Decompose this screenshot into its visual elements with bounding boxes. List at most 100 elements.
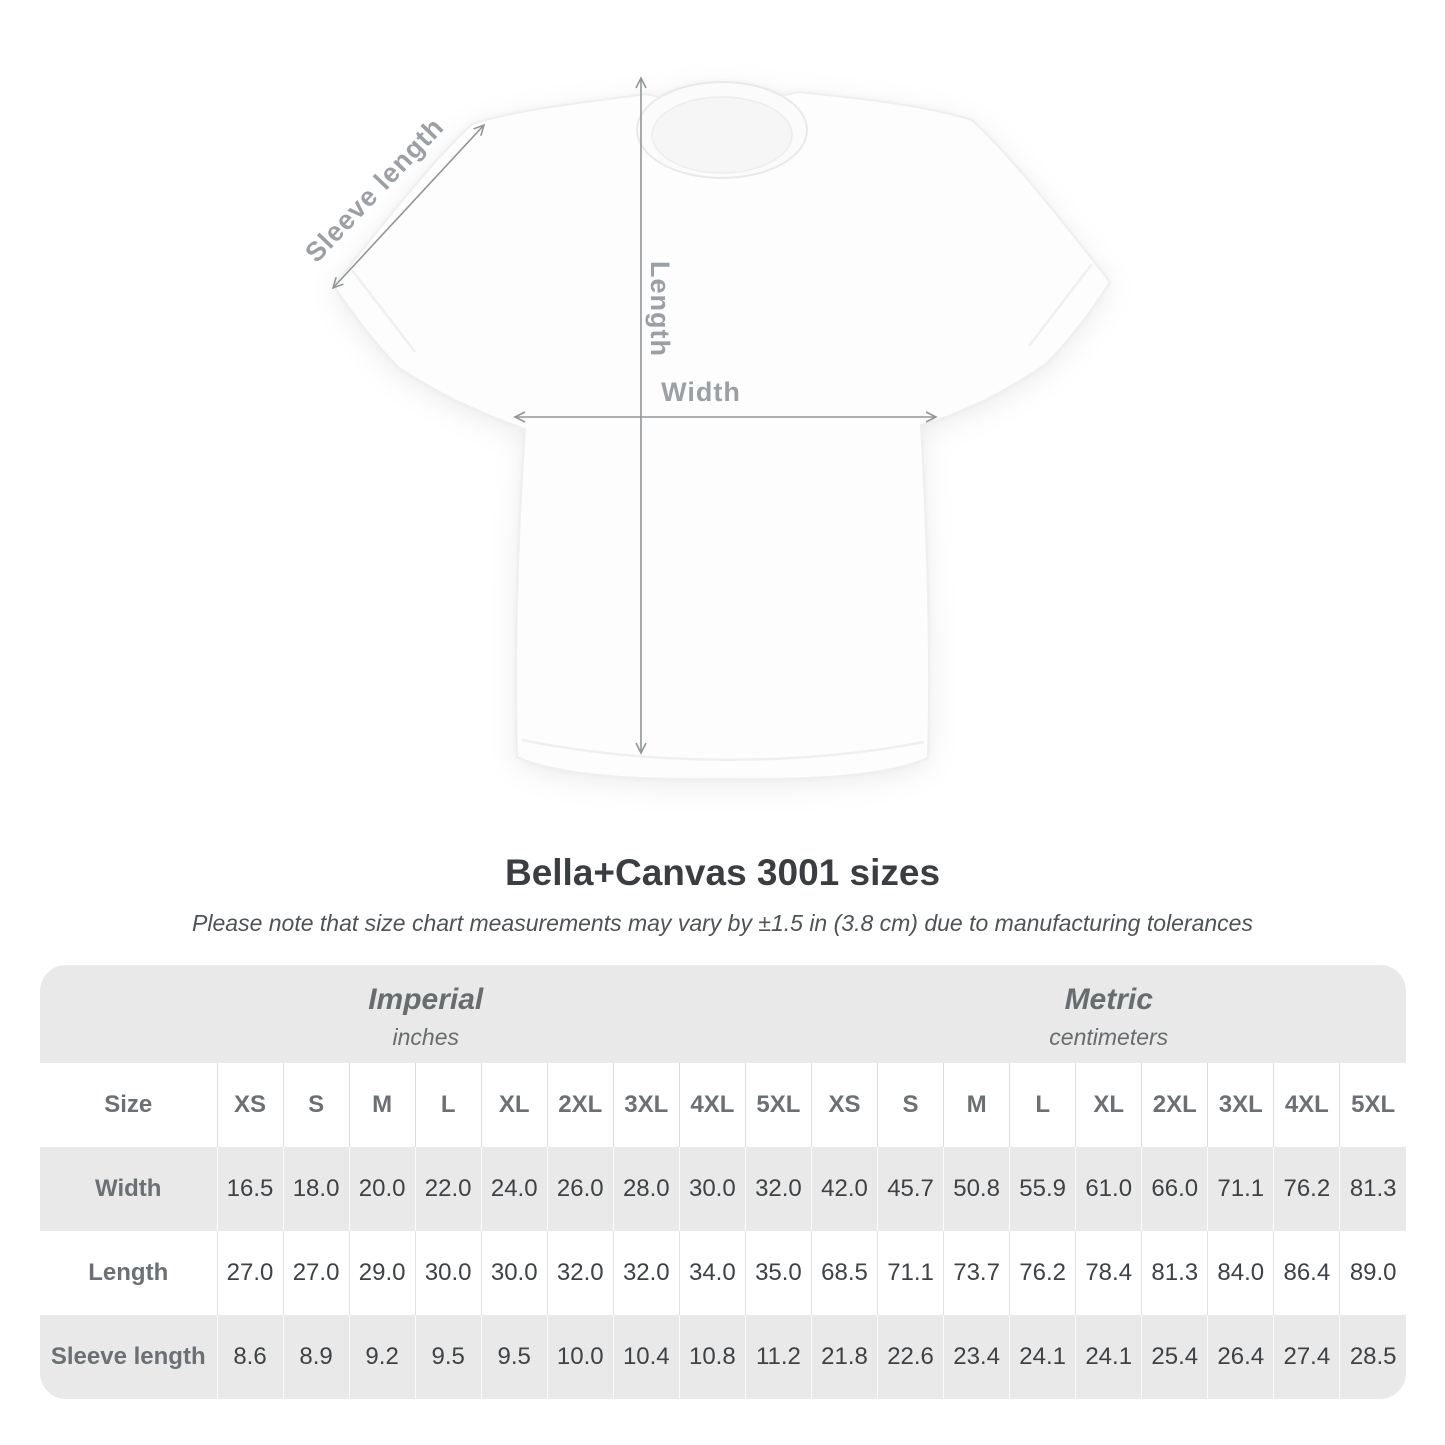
sleeve-length-metric-m: 23.4 [943,1315,1010,1399]
page-title: Bella+Canvas 3001 sizes [504,852,941,893]
length-metric-xl: 78.4 [1075,1231,1142,1315]
metric-size-header-xl: XL [1075,1063,1142,1147]
metric-size-header-l: L [1009,1063,1076,1147]
width-metric-xs: 42.0 [810,1147,878,1231]
tolerance-note: Please note that size chart measurements… [192,910,1253,936]
metric-size-header-xs: XS [810,1063,878,1147]
metric-group-title: Metric [1064,982,1153,1016]
width-metric-l: 55.9 [1009,1147,1076,1231]
tshirt-measurement-diagram: Width Length Sleeve length [299,76,1112,781]
measure-row-length: Length 27.0 27.0 29.0 30.0 30.0 32.0 32.0 34.0 35… [40,1231,1406,1315]
row-label-length: Length [40,1231,217,1315]
imperial-size-header-4xl: 4XL [678,1063,746,1147]
width-metric-5xl: 81.3 [1339,1147,1406,1231]
length-imperial-s: 27.0 [282,1231,350,1315]
width-label: Width [661,377,741,407]
width-imperial-l: 22.0 [414,1147,482,1231]
length-imperial-3xl: 32.0 [612,1231,680,1315]
sleeve-length-metric-l: 24.1 [1009,1315,1076,1399]
width-metric-2xl: 66.0 [1141,1147,1208,1231]
measure-row-width: Width 16.5 18.0 20.0 22.0 24.0 26.0 28.0 30.0 32.… [40,1147,1406,1231]
imperial-size-header-m: M [348,1063,416,1147]
length-imperial-5xl: 35.0 [744,1231,812,1315]
sleeve-length-imperial-l: 9.5 [414,1315,482,1399]
width-metric-s: 45.7 [877,1147,944,1231]
metric-size-header-5xl: 5XL [1339,1063,1406,1147]
sleeve-length-metric-xl: 24.1 [1075,1315,1142,1399]
imperial-group-unit: inches [392,1024,459,1051]
length-metric-l: 76.2 [1009,1231,1076,1315]
sleeve-length-metric-4xl: 27.4 [1273,1315,1340,1399]
size-table-container: Imperial inches Metric centimeters Size X… [40,965,1406,1399]
sleeve-length-imperial-xl: 9.5 [480,1315,548,1399]
sleeve-length-metric-xs: 21.8 [810,1315,878,1399]
length-imperial-xs: 27.0 [216,1231,284,1315]
length-metric-5xl: 89.0 [1339,1231,1406,1315]
length-metric-2xl: 81.3 [1141,1231,1208,1315]
length-imperial-l: 30.0 [414,1231,482,1315]
metric-size-header-s: S [877,1063,944,1147]
sleeve-length-imperial-s: 8.9 [282,1315,350,1399]
length-label: Length [645,261,675,357]
imperial-size-header-5xl: 5XL [744,1063,812,1147]
width-metric-m: 50.8 [943,1147,1010,1231]
sleeve-length-imperial-2xl: 10.0 [546,1315,614,1399]
measure-row-sleeve-length: Sleeve length 8.6 8.9 9.2 9.5 9.5 10.0 10.4 10.8… [40,1315,1406,1399]
metric-size-header-3xl: 3XL [1207,1063,1274,1147]
size-table: Imperial inches Metric centimeters Size X… [40,965,1406,1399]
right-cuff-seam [1028,263,1093,347]
tshirt-image [332,81,1112,781]
length-imperial-4xl: 34.0 [678,1231,746,1315]
metric-group-unit: centimeters [1049,1024,1169,1051]
width-imperial-5xl: 32.0 [744,1147,812,1231]
imperial-size-header-s: S [282,1063,350,1147]
metric-size-header-m: M [943,1063,1010,1147]
width-metric-xl: 61.0 [1075,1147,1142,1231]
sleeve-length-imperial-xs: 8.6 [216,1315,284,1399]
length-metric-4xl: 86.4 [1273,1231,1340,1315]
row-label-width: Width [40,1147,217,1231]
imperial-size-header-l: L [414,1063,482,1147]
sleeve-length-metric-3xl: 26.4 [1207,1315,1274,1399]
width-imperial-4xl: 30.0 [678,1147,746,1231]
sleeve-length-imperial-5xl: 11.2 [744,1315,812,1399]
length-metric-3xl: 84.0 [1207,1231,1274,1315]
width-imperial-2xl: 26.0 [546,1147,614,1231]
tshirt-silhouette [332,90,1112,781]
hem-seam [521,738,925,761]
width-imperial-s: 18.0 [282,1147,350,1231]
collar-inner [651,96,793,174]
length-metric-s: 71.1 [877,1231,944,1315]
size-column-header: Size [40,1063,217,1147]
metric-group-header: Metric centimeters [811,965,1406,1063]
imperial-size-header-xs: XS [216,1063,284,1147]
unit-group-row: Imperial inches Metric centimeters [40,965,1406,1063]
imperial-group-title: Imperial [368,982,484,1016]
width-imperial-xs: 16.5 [216,1147,284,1231]
imperial-size-header-2xl: 2XL [546,1063,614,1147]
length-imperial-2xl: 32.0 [546,1231,614,1315]
row-label-sleeve-length: Sleeve length [40,1315,217,1399]
metric-size-header-2xl: 2XL [1141,1063,1208,1147]
sleeve-length-metric-2xl: 25.4 [1141,1315,1208,1399]
sleeve-length-imperial-m: 9.2 [348,1315,416,1399]
sleeve-length-arrow [331,123,486,290]
width-imperial-m: 20.0 [348,1147,416,1231]
length-metric-m: 73.7 [943,1231,1010,1315]
imperial-group-header: Imperial inches [40,965,812,1063]
width-metric-4xl: 76.2 [1273,1147,1340,1231]
sleeve-length-metric-s: 22.6 [877,1315,944,1399]
metric-size-header-4xl: 4XL [1273,1063,1340,1147]
imperial-size-header-3xl: 3XL [612,1063,680,1147]
width-metric-3xl: 71.1 [1207,1147,1274,1231]
length-imperial-xl: 30.0 [480,1231,548,1315]
sleeve-length-metric-5xl: 28.5 [1339,1315,1406,1399]
width-imperial-xl: 24.0 [480,1147,548,1231]
sleeve-length-imperial-3xl: 10.4 [612,1315,680,1399]
sleeve-length-imperial-4xl: 10.8 [678,1315,746,1399]
length-imperial-m: 29.0 [348,1231,416,1315]
length-metric-xs: 68.5 [810,1231,878,1315]
size-header-row: Size XS S M L XL 2XL 3XL 4XL 5XL XS S M L XL 2XL 3XL 4XL 5… [40,1063,1406,1147]
imperial-size-header-xl: XL [480,1063,548,1147]
